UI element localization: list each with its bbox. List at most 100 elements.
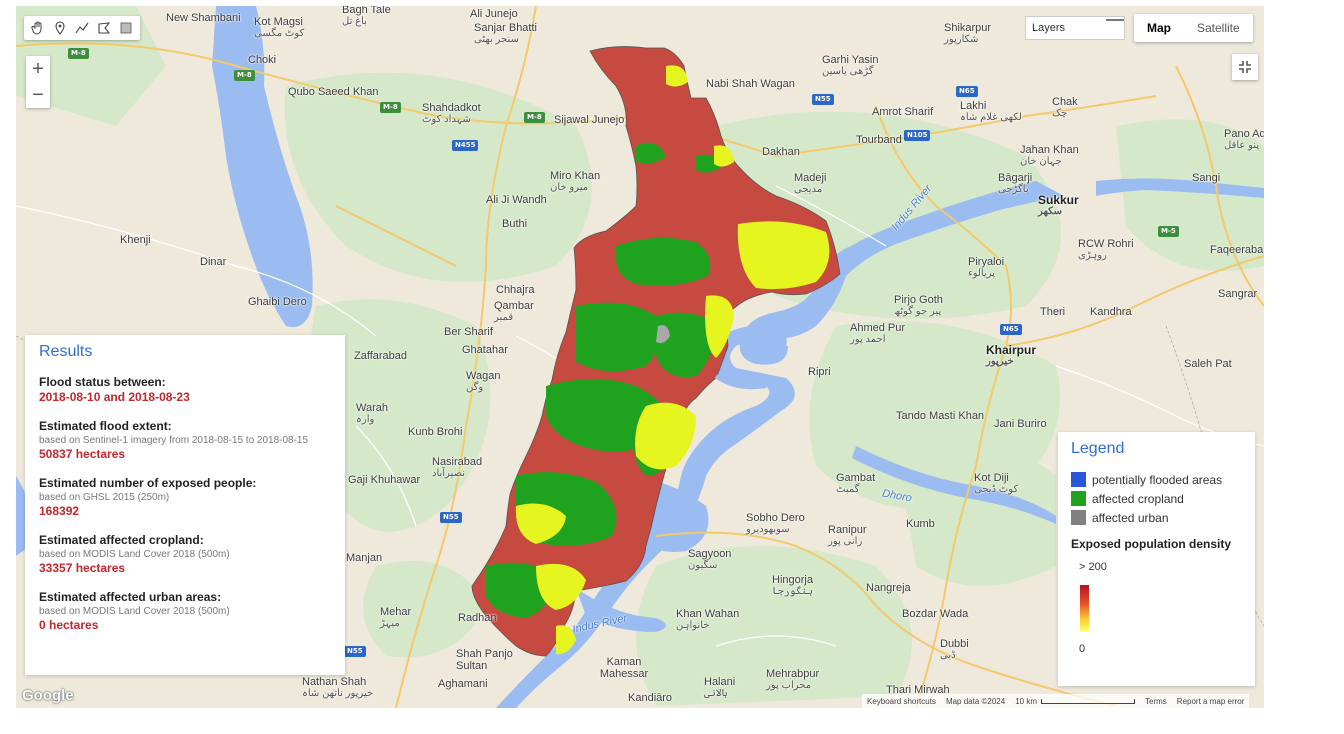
zoom-control: + − (26, 56, 50, 108)
legend-title: Legend (1071, 440, 1125, 457)
exposed-people-note: based on GHSL 2015 (250m) (39, 492, 170, 503)
flood-extent-section: Estimated flood extent: based on Sentine… (39, 419, 331, 462)
flood-status-heading: Flood status between: (39, 375, 166, 389)
rectangle-icon[interactable] (115, 17, 137, 39)
place-choki: Choki (248, 54, 277, 66)
place-qambar: Qambar قمبر (494, 300, 534, 323)
place-kumb: Kumb (906, 518, 935, 530)
place-dubbi: Dubbi ڈبی (940, 638, 969, 661)
polygon-icon[interactable] (93, 17, 115, 39)
place-faqeerabad: Faqeeraba (1210, 244, 1264, 256)
place-nathan-shah: Nathan Shah خیرپور ناتھن شاہ (302, 676, 374, 699)
place-saleh-pat: Saleh Pat (1184, 358, 1232, 370)
place-nasirabad: Nasirabad نصیرآباد (432, 456, 483, 479)
affected-urban-section: Estimated affected urban areas: based on… (39, 590, 331, 633)
place-sobho-dero: Sobho Dero سوبھودیرو (746, 512, 805, 535)
affected-urban-value: 0 hectares (39, 618, 99, 632)
place-shahdadkot: Shahdadkot شہداد کوٹ (422, 102, 481, 125)
place-ghatahar: Ghatahar (462, 344, 508, 356)
keyboard-shortcuts-link[interactable]: Keyboard shortcuts (867, 696, 936, 706)
place-sukkur: Sukkur سکھر (1038, 193, 1079, 217)
terms-link[interactable]: Terms (1145, 696, 1167, 706)
affected-cropland-section: Estimated affected cropland: based on MO… (39, 533, 331, 576)
place-khairpur: Khairpur خیرپور (986, 343, 1037, 367)
place-madeji: Madeji مدیجی (794, 172, 827, 195)
place-ahmed-pur: Ahmed Pur احمد پور (850, 322, 906, 345)
google-logo[interactable]: Google (22, 687, 74, 704)
place-tourband: Tourband (856, 134, 902, 146)
road-shield-n55: N55 (812, 94, 834, 105)
road-shield-m8: M-8 (68, 48, 89, 59)
place-theri: Theri (1040, 306, 1066, 318)
place-kunb-brohi: Kunb Brohi (408, 426, 463, 438)
layers-dropdown[interactable]: Layers (1025, 16, 1125, 40)
flood-status-section: Flood status between: 2018-08-10 and 201… (39, 375, 331, 405)
affected-urban-note: based on MODIS Land Cover 2018 (500m) (39, 606, 230, 617)
place-radhan: Radhan (458, 612, 497, 624)
place-sijawal-junejo: Sijawal Junejo (554, 114, 625, 126)
place-pirjo-goth: Pirjo Goth پیر جو گوٹھ (894, 294, 943, 317)
map-type-map-button[interactable]: Map (1147, 21, 1171, 35)
zoom-out-button[interactable]: − (32, 83, 44, 106)
flood-extent-value: 50837 hectares (39, 447, 126, 461)
place-ripri: Ripri (808, 366, 831, 378)
fullscreen-button[interactable] (1232, 54, 1258, 80)
place-kandhra: Kandhra (1090, 306, 1132, 318)
place-tando-masti-khan: Tando Masti Khan (896, 410, 985, 422)
place-new-shambani: New Shambani (166, 12, 241, 24)
scale-label: 10 km (1015, 696, 1038, 706)
place-bagh-tale: Bagh Tale باغ تل (342, 6, 391, 27)
results-panel: Results Flood status between: 2018-08-10… (25, 335, 345, 675)
road-shield-n65: N65 (956, 86, 978, 97)
place-aghamani: Aghamani (438, 678, 488, 690)
place-sagyoon: Sagyoon سگیون (688, 548, 732, 571)
place-chhajra: Chhajra (496, 284, 535, 296)
place-nangreja: Nangreja (866, 582, 911, 594)
map-data-text: Map data ©2024 (945, 696, 1006, 706)
road-shield-n65: N65 (1000, 324, 1022, 335)
report-error-link[interactable]: Report a map error (1176, 696, 1245, 706)
place-khan-wahan: Khan Wahan خانواہن (676, 608, 740, 631)
map-type-control: Map Satellite (1134, 14, 1253, 42)
legend-swatch-urban (1071, 510, 1086, 525)
place-kot-magsi: Kot Magsi کوٹ مگسی (254, 16, 305, 39)
place-garhi-yasin: Garhi Yasin گڑھی یاسین (822, 54, 879, 77)
road-shield-m8: M-8 (524, 112, 545, 123)
density-heading: Exposed population density (1071, 537, 1232, 551)
line-icon[interactable] (71, 17, 93, 39)
affected-cropland-heading: Estimated affected cropland: (39, 533, 204, 547)
point-icon[interactable] (49, 17, 71, 39)
place-shikarpur: Shikarpur شکارپور (944, 22, 992, 45)
place-lakhi: Lakhi لکھی غلام شاہ (960, 100, 1022, 123)
road-shield-m8: M-8 (380, 102, 401, 113)
place-bagarji: Bāgarji باگڑجی (998, 172, 1033, 195)
map-attribution: Keyboard shortcuts Map data ©2024 10 km … (862, 694, 1250, 708)
scale-line (1041, 698, 1136, 704)
hand-icon[interactable] (27, 17, 49, 39)
place-nabi-shah-wagan: Nabi Shah Wagan (706, 78, 795, 90)
place-manjan: Manjan (346, 552, 383, 564)
road-shield-m5: M-5 (1158, 226, 1179, 237)
place-bozdar-wada: Bozdar Wada (902, 608, 969, 620)
place-jahan-khan: Jahan Khan جہان خان (1020, 144, 1079, 167)
flood-extent-heading: Estimated flood extent: (39, 419, 172, 433)
place-mehrabpur: Mehrabpur محراب پور (766, 668, 820, 691)
place-chak: Chak چک (1052, 96, 1078, 119)
place-kot-diji: Kot Diji کوٹ ڈیجی (974, 472, 1019, 495)
place-buthi: Buthi (502, 218, 528, 230)
legend-label-urban: affected urban (1092, 510, 1169, 525)
place-ranipur: Ranipur رانی پور (828, 524, 867, 547)
legend-label-cropland: affected cropland (1092, 491, 1184, 506)
exposed-people-section: Estimated number of exposed people: base… (39, 476, 331, 519)
place-gaji-khuhawar: Gaji Khuhawar (348, 474, 421, 486)
map-canvas[interactable]: New Shambani Kot Magsi کوٹ مگسی Bagh Tale… (16, 6, 1264, 708)
zoom-in-button[interactable]: + (32, 57, 44, 80)
scale-bar[interactable]: 10 km (1015, 696, 1136, 706)
place-khenji: Khenji (120, 234, 151, 246)
legend-panel: Legend potentially flooded areas affecte… (1058, 432, 1255, 686)
place-amrot-sharif: Amrot Sharif (872, 106, 934, 118)
map-type-satellite-button[interactable]: Satellite (1197, 21, 1240, 35)
flood-status-value: 2018-08-10 and 2018-08-23 (39, 390, 190, 404)
exposed-people-value: 168392 (39, 504, 80, 518)
legend-swatch-flooded (1071, 472, 1086, 487)
